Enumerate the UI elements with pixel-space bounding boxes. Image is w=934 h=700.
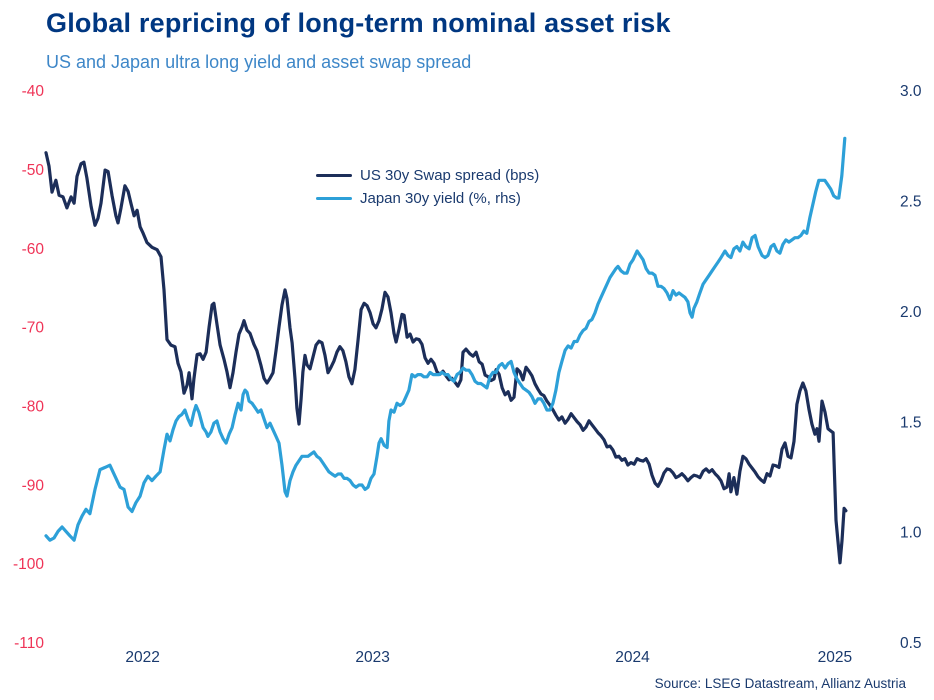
page-title: Global repricing of long-term nominal as… — [46, 8, 671, 38]
legend-label: Japan 30y yield (%, rhs) — [360, 190, 521, 207]
series-line-us-swap-spread — [44, 151, 848, 565]
y-left-tick-label: -80 — [22, 399, 45, 416]
legend-line-swatch — [316, 173, 352, 178]
y-left-tick-label: -110 — [14, 635, 44, 652]
legend-line-swatch — [316, 196, 352, 201]
legend-item: US 30y Swap spread (bps) — [316, 166, 539, 185]
x-tick-label: 2024 — [615, 649, 650, 666]
x-tick-label: 2025 — [818, 649, 852, 666]
y-right-tick-label: 1.5 — [900, 414, 922, 431]
y-right-tick-label: 2.5 — [900, 193, 922, 210]
legend-label: US 30y Swap spread (bps) — [360, 167, 540, 184]
y-left-tick-label: -60 — [22, 241, 45, 258]
y-left-tick-label: -50 — [22, 162, 45, 179]
source-credit: Source: LSEG Datastream, Allianz Austria — [654, 676, 906, 691]
chart-legend: US 30y Swap spread (bps) Japan 30y yield … — [316, 166, 539, 208]
y-right-tick-label: 3.0 — [900, 83, 922, 100]
x-tick-label: 2023 — [355, 649, 389, 666]
legend-item: Japan 30y yield (%, rhs) — [316, 189, 539, 208]
chart-subtitle: US and Japan ultra long yield and asset … — [46, 52, 472, 72]
y-left-tick-label: -40 — [22, 83, 45, 100]
y-right-tick-label: 2.0 — [900, 304, 922, 321]
x-tick-label: 2022 — [125, 649, 159, 666]
y-left-tick-label: -90 — [22, 477, 45, 494]
y-right-tick-label: 0.5 — [900, 635, 922, 652]
y-right-tick-label: 1.0 — [900, 525, 922, 542]
series-line-japan-30y-yield — [44, 136, 847, 542]
y-left-tick-label: -100 — [13, 556, 44, 573]
y-left-tick-label: -70 — [22, 320, 45, 337]
